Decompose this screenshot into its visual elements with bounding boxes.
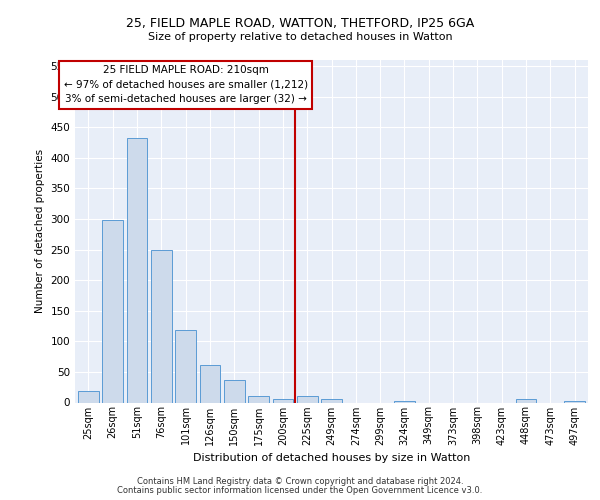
Y-axis label: Number of detached properties: Number of detached properties bbox=[35, 149, 45, 314]
Text: 25, FIELD MAPLE ROAD, WATTON, THETFORD, IP25 6GA: 25, FIELD MAPLE ROAD, WATTON, THETFORD, … bbox=[126, 18, 474, 30]
Bar bbox=[321, 400, 342, 402]
Bar bbox=[103, 220, 123, 402]
X-axis label: Distribution of detached houses by size in Watton: Distribution of detached houses by size … bbox=[193, 453, 470, 463]
Bar bbox=[200, 364, 220, 403]
Bar bbox=[297, 396, 317, 402]
Bar bbox=[151, 250, 172, 402]
Bar bbox=[515, 400, 536, 402]
Bar bbox=[127, 138, 148, 402]
Text: Contains HM Land Registry data © Crown copyright and database right 2024.: Contains HM Land Registry data © Crown c… bbox=[137, 477, 463, 486]
Bar bbox=[175, 330, 196, 402]
Bar bbox=[272, 400, 293, 402]
Bar bbox=[224, 380, 245, 402]
Text: 25 FIELD MAPLE ROAD: 210sqm
← 97% of detached houses are smaller (1,212)
3% of s: 25 FIELD MAPLE ROAD: 210sqm ← 97% of det… bbox=[64, 65, 308, 104]
Text: Contains public sector information licensed under the Open Government Licence v3: Contains public sector information licen… bbox=[118, 486, 482, 495]
Bar bbox=[78, 392, 99, 402]
Bar bbox=[248, 396, 269, 402]
Bar bbox=[394, 400, 415, 402]
Text: Size of property relative to detached houses in Watton: Size of property relative to detached ho… bbox=[148, 32, 452, 42]
